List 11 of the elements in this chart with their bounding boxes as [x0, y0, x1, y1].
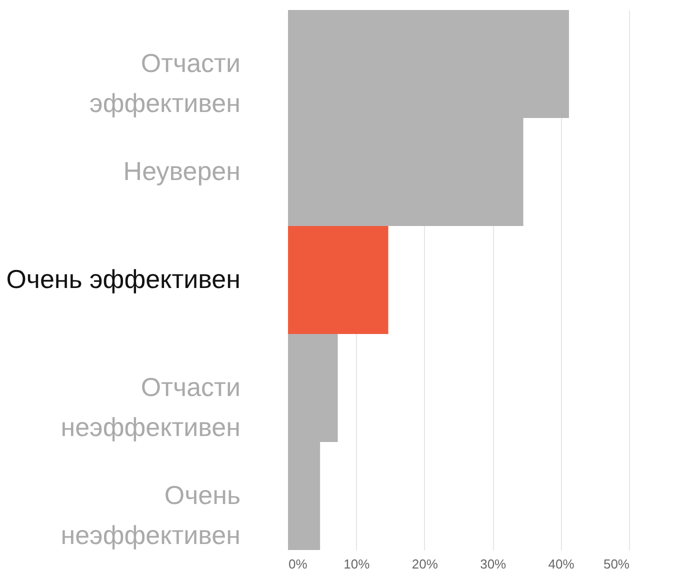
x-tick-label: 10% — [344, 556, 370, 572]
y-tick-label: Очень неэффективен — [60, 480, 240, 550]
y-tick-label: Очень эффективен — [6, 264, 240, 294]
x-tick-label: 20% — [412, 556, 438, 572]
x-tick-label: 40% — [548, 556, 575, 572]
x-tick-label: 0% — [288, 556, 308, 572]
y-tick-label: Неуверен — [123, 156, 240, 186]
y-tick-label: Отчасти эффективен — [90, 48, 240, 118]
x-tick-label: 30% — [480, 556, 507, 572]
x-tick-label: 50% — [603, 556, 630, 572]
y-tick-label: Отчасти неэффективен — [60, 372, 240, 442]
